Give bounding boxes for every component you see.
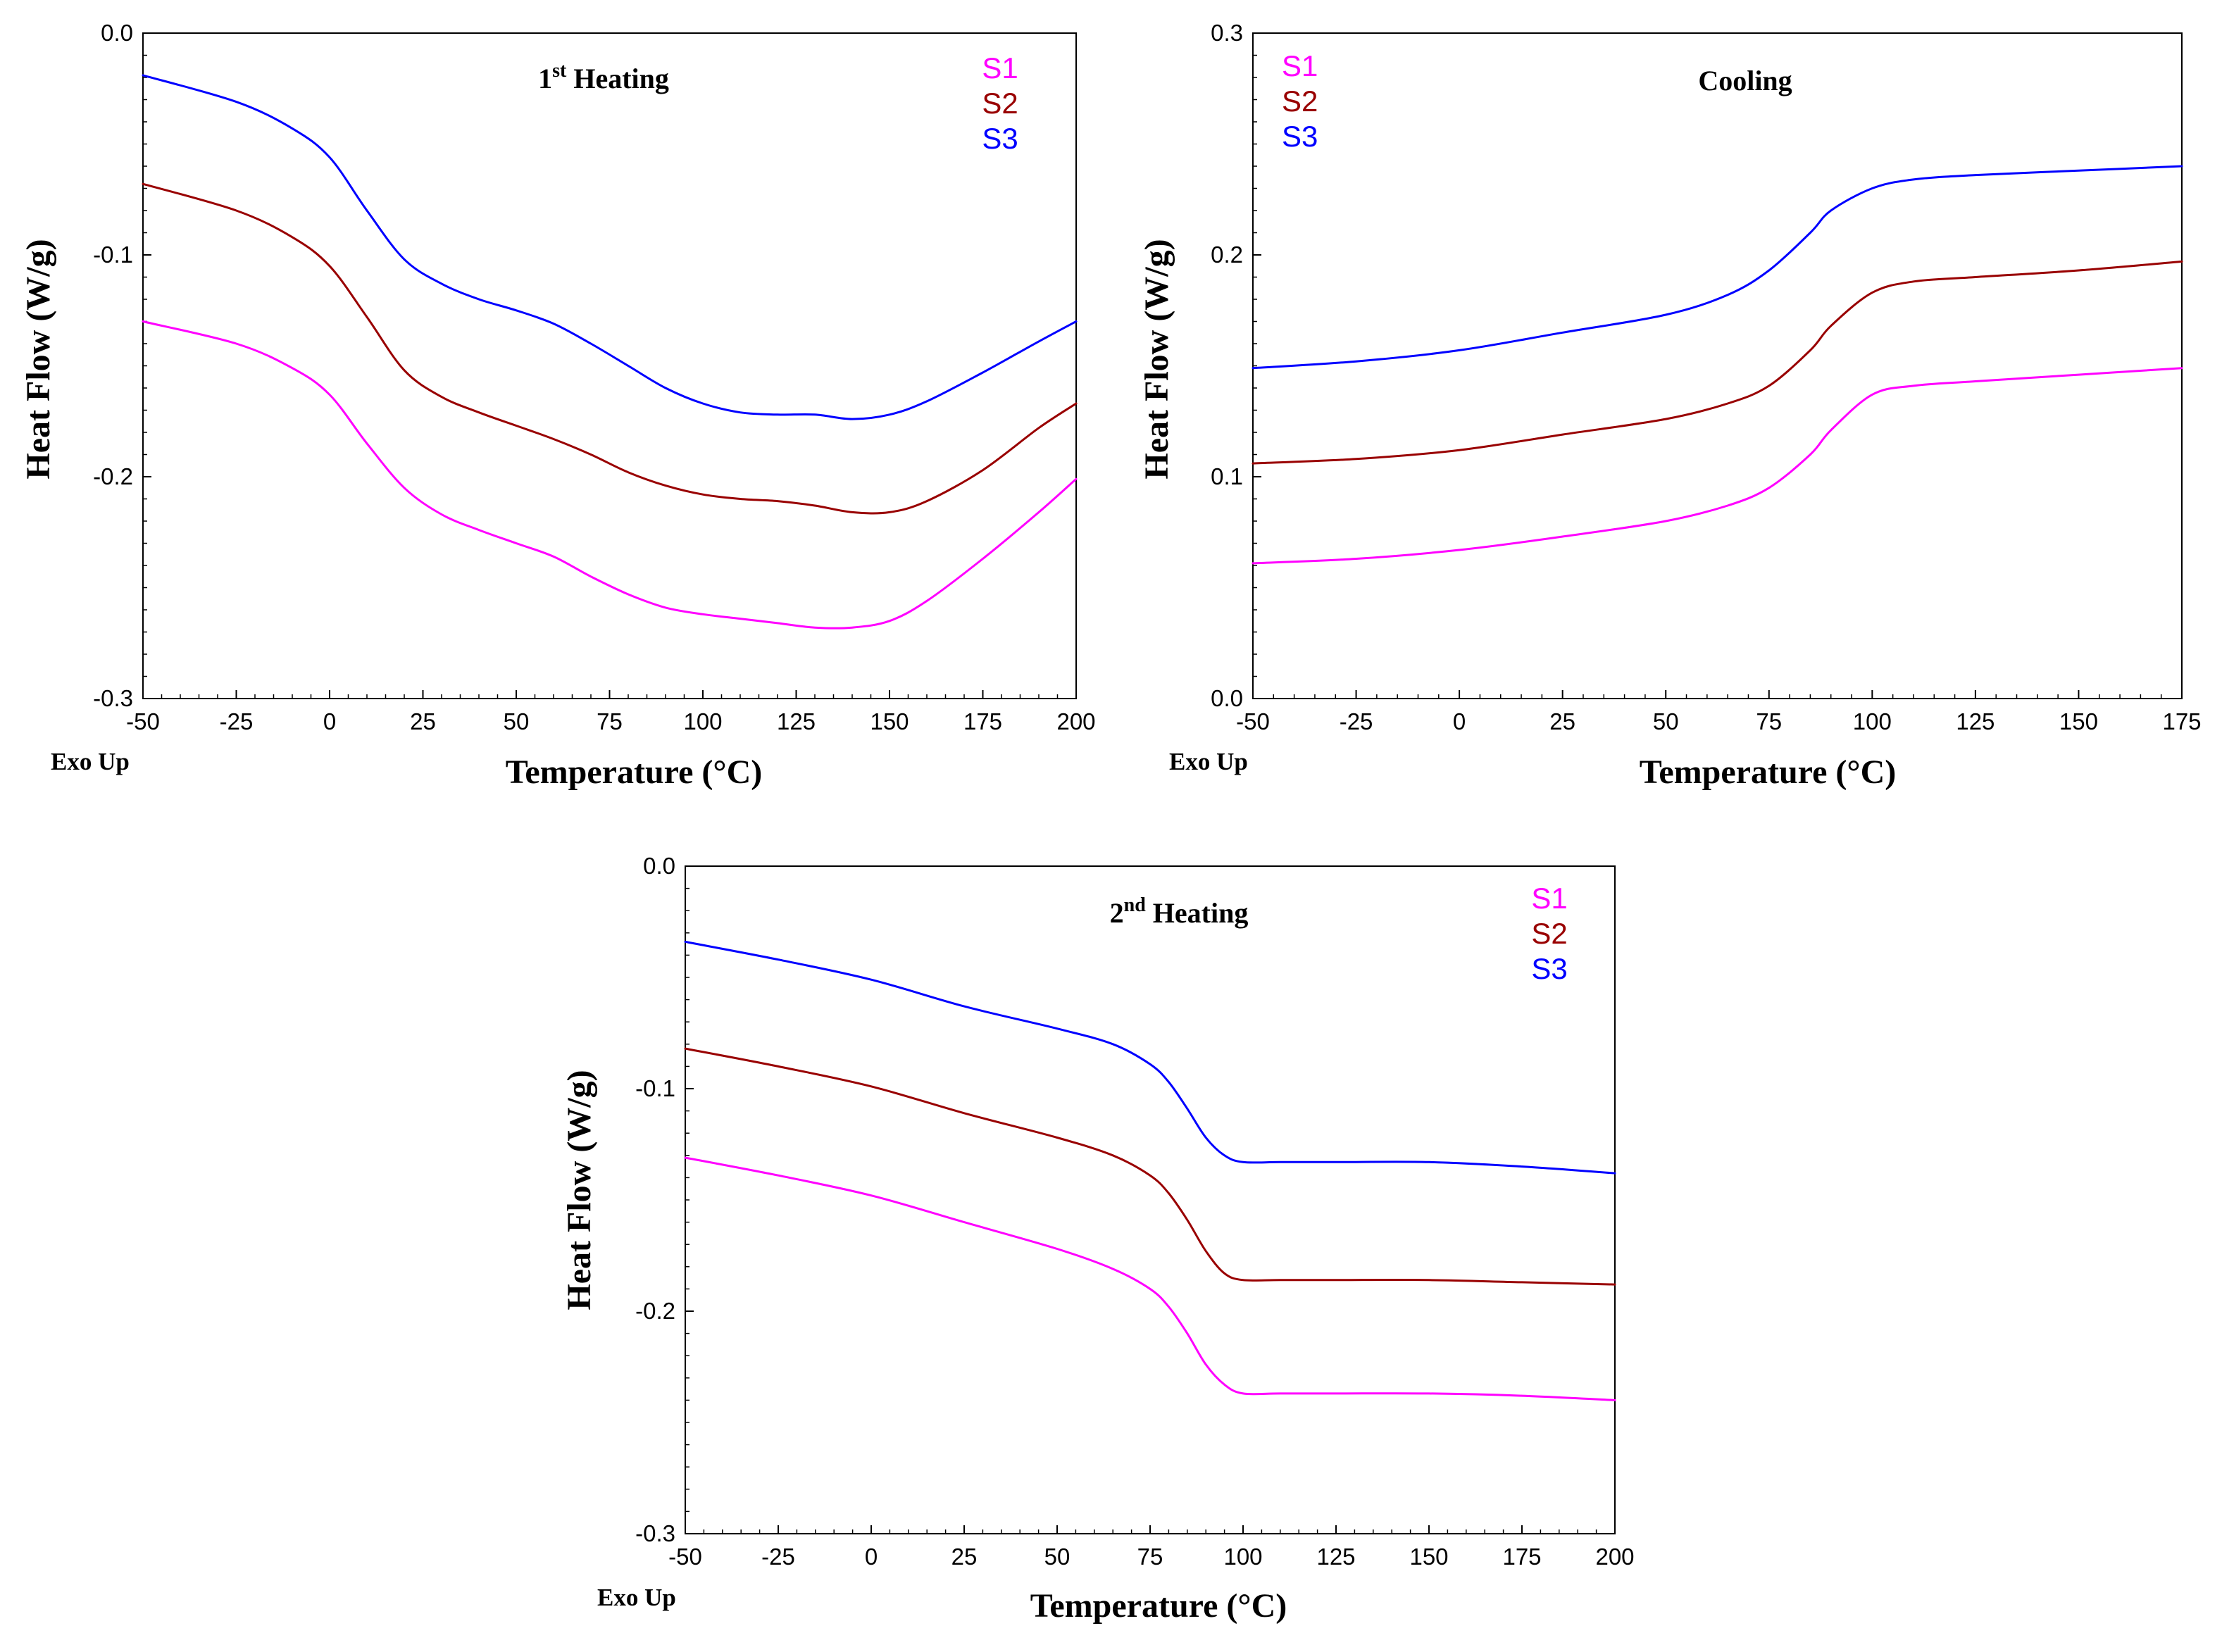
y-tick-label: -0.1	[93, 242, 133, 268]
y-tick-label: 0.3	[1211, 20, 1243, 46]
series-line-s3	[684, 940, 1616, 1175]
x-tick-label: 0	[323, 708, 336, 734]
x-tick-label: 25	[1549, 708, 1575, 734]
x-tick-label: 75	[1756, 708, 1782, 734]
plot-frame	[685, 865, 1616, 1534]
x-tick-label: 200	[1056, 708, 1095, 734]
legend-s1: S1	[1531, 882, 1567, 915]
legend-s3: S3	[1282, 120, 1318, 153]
legend-s1: S1	[982, 51, 1018, 85]
y-tick-label: 0.0	[101, 20, 133, 46]
y-tick-label: -0.1	[635, 1075, 675, 1101]
exo-up-label: Exo Up	[51, 748, 130, 775]
series-line-s1	[684, 1156, 1616, 1401]
y-tick-label: -0.3	[635, 1520, 675, 1546]
x-tick-label: 150	[2059, 708, 2098, 734]
x-axis-title: Temperature (°C)	[1030, 1587, 1287, 1625]
legend-s2: S2	[1282, 85, 1318, 118]
x-tick-label: 125	[1316, 1544, 1355, 1570]
y-tick-label: -0.2	[93, 463, 133, 489]
series-line-s3	[142, 74, 1078, 420]
chart-title: 2nd Heating	[1110, 894, 1249, 929]
x-tick-label: 75	[1137, 1544, 1163, 1570]
y-axis-title: Heat Flow (W/g)	[20, 239, 57, 479]
x-tick-label: 50	[504, 708, 530, 734]
series-line-s1	[1252, 367, 2183, 565]
x-axis-title: Temperature (°C)	[1640, 753, 1896, 791]
x-tick-label: 150	[870, 708, 909, 734]
y-tick-label: -0.3	[93, 685, 133, 711]
series-line-s2	[142, 182, 1078, 515]
y-tick-label: 0.2	[1211, 242, 1243, 268]
exo-up-label: Exo Up	[1169, 748, 1248, 775]
x-tick-label: 25	[410, 708, 436, 734]
x-tick-label: 75	[597, 708, 623, 734]
chart-title: Cooling	[1698, 65, 1792, 96]
x-tick-label: -50	[1236, 708, 1270, 734]
series-line-s2	[684, 1047, 1616, 1286]
x-tick-label: 125	[777, 708, 816, 734]
x-tick-label: 0	[865, 1544, 878, 1570]
series-line-s1	[142, 320, 1078, 630]
legend-s3: S3	[982, 122, 1018, 155]
exo-up-label: Exo Up	[597, 1584, 676, 1611]
x-tick-label: 50	[1044, 1544, 1071, 1570]
x-tick-label: 100	[1853, 708, 1892, 734]
x-tick-label: -25	[220, 708, 254, 734]
x-tick-label: 100	[1223, 1544, 1262, 1570]
x-tick-label: 0	[1453, 708, 1466, 734]
chart-panel-2: -50 -25 0 25 50 75 100 125 150 1750.00.10.20.3S1S…	[1138, 20, 2202, 791]
legend-s1: S1	[1282, 49, 1318, 82]
x-tick-label: 175	[963, 708, 1002, 734]
x-tick-label: 125	[1956, 708, 1995, 734]
x-tick-label: 175	[2162, 708, 2201, 734]
chart-panel-1: -50 -25 0 25 50 75 100 125 150 175 200 -0.3 -0.2 -0.1…	[20, 20, 1096, 791]
legend-s2: S2	[982, 87, 1018, 120]
x-tick-label: 25	[951, 1544, 978, 1570]
legend-s2: S2	[1531, 917, 1567, 950]
x-tick-label: -25	[761, 1544, 795, 1570]
x-tick-label: -50	[668, 1544, 702, 1570]
chart-title: 1st Heating	[538, 60, 669, 94]
x-axis-title: Temperature (°C)	[506, 753, 762, 791]
y-tick-label: 0.0	[643, 853, 675, 879]
plot-frame	[142, 32, 1077, 699]
y-tick-label: 0.0	[1211, 685, 1243, 711]
legend-s3: S3	[1531, 952, 1567, 985]
y-axis-title: Heat Flow (W/g)	[1138, 239, 1175, 479]
x-tick-label: 200	[1595, 1544, 1634, 1570]
series-line-s3	[1252, 165, 2183, 370]
y-tick-label: -0.2	[635, 1298, 675, 1324]
y-tick-label: 0.1	[1211, 463, 1243, 489]
x-tick-label: 175	[1502, 1544, 1541, 1570]
x-tick-label: -25	[1340, 708, 1373, 734]
x-tick-label: 150	[1409, 1544, 1448, 1570]
plot-frame	[1252, 32, 2183, 699]
x-tick-label: 100	[683, 708, 722, 734]
x-tick-label: -50	[126, 708, 160, 734]
y-axis-title: Heat Flow (W/g)	[561, 1070, 598, 1310]
x-tick-label: 50	[1653, 708, 1679, 734]
chart-panel-3: -50 -25 0 25 50 75 100 125 150 175 200 -0.3 -0.2 -0.1…	[561, 853, 1635, 1625]
series-line-s2	[1252, 260, 2183, 465]
